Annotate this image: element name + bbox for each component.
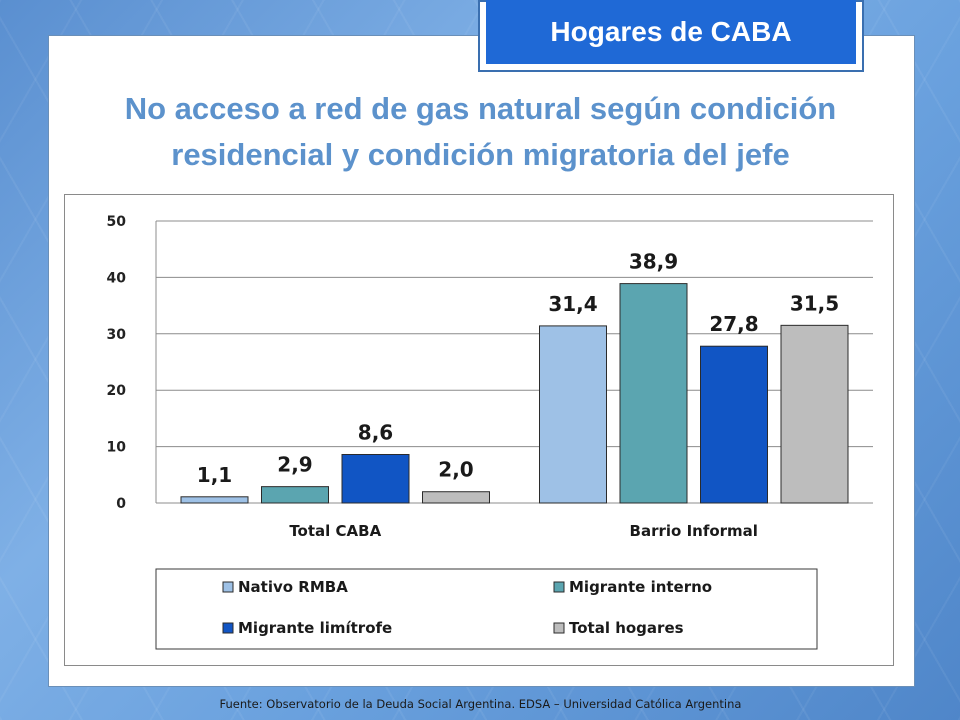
data-label: 38,9 [629, 250, 678, 274]
y-tick-label: 0 [116, 496, 126, 512]
chart-container: 0 10 20 30 40 50 1,1 2,9 8,6 2,0 Total CABA 31,4 38,… [64, 194, 894, 666]
data-label: 8,6 [358, 420, 393, 444]
x-category-label: Total CABA [289, 522, 381, 540]
legend-swatch [553, 622, 565, 634]
bar [180, 496, 249, 504]
legend-swatch [553, 581, 565, 593]
bar [700, 345, 768, 504]
legend-label: Migrante limítrofe [238, 619, 392, 637]
data-label: 2,0 [438, 458, 473, 482]
legend-label: Migrante interno [569, 578, 712, 596]
legend-label: Total hogares [569, 619, 684, 637]
legend-swatch [222, 581, 234, 593]
bar [341, 453, 410, 504]
y-tick-label: 40 [107, 270, 127, 286]
data-label: 2,9 [277, 453, 312, 477]
chart-title-line-1: No acceso a red de gas natural según con… [124, 91, 837, 126]
data-label: 31,4 [548, 292, 597, 316]
source-footnote: Fuente: Observatorio de la Deuda Social … [219, 697, 742, 711]
x-category-label: Barrio Informal [630, 522, 758, 540]
bar-chart: 0 10 20 30 40 50 1,1 2,9 8,6 2,0 Total CABA 31,4 38,… [107, 214, 873, 650]
bar [261, 486, 329, 504]
y-tick-label: 20 [107, 383, 127, 399]
chart-title-line-2: residencial y condición migratoria del j… [171, 137, 790, 172]
chart-title: No acceso a red de gas natural según con… [48, 86, 913, 178]
data-label: 27,8 [709, 312, 758, 336]
legend-box [155, 568, 818, 650]
bar [619, 283, 688, 504]
data-label: 31,5 [790, 291, 839, 315]
legend-swatch [222, 622, 234, 634]
section-badge: Hogares de CABA [478, 0, 864, 72]
legend-label: Nativo RMBA [238, 578, 348, 596]
bar [539, 325, 607, 504]
y-tick-label: 50 [107, 214, 127, 230]
bar [780, 324, 849, 504]
bar [422, 491, 490, 504]
y-tick-label: 10 [107, 440, 127, 456]
section-badge-label: Hogares de CABA [486, 0, 856, 64]
data-label: 1,1 [197, 463, 232, 487]
y-tick-label: 30 [107, 327, 127, 343]
